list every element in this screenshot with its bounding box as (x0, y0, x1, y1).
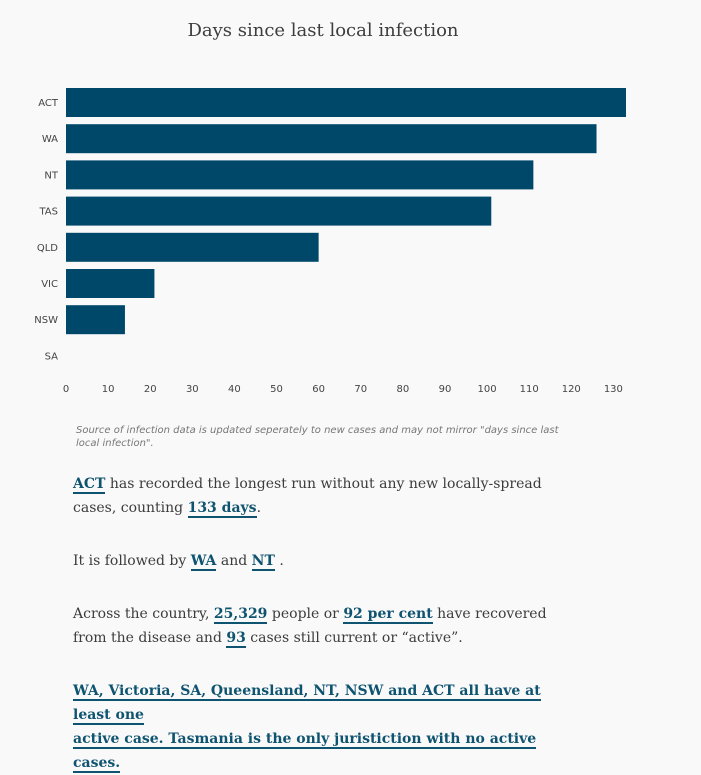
x-tick-label-70: 70 (354, 384, 367, 395)
bar-act[interactable] (66, 88, 626, 117)
paragraph-active-cases[interactable]: WA, Victoria, SA, Queensland, NT, NSW an… (73, 679, 573, 775)
para1-text-a: has recorded the longest run without any… (73, 476, 542, 516)
bar-vic[interactable] (66, 269, 155, 298)
x-tick-label-60: 60 (312, 384, 325, 395)
paragraph-followed-by: It is followed by WA and NT . (73, 549, 573, 573)
active-cases-line-2[interactable]: active case. Tasmania is the only jurist… (73, 731, 537, 773)
link-days-count[interactable]: 133 days (187, 500, 257, 518)
link-recovered-percent[interactable]: 92 per cent (343, 606, 433, 624)
x-tick-label-40: 40 (228, 384, 241, 395)
paragraph-recovered: Across the country, 25,329 people or 92 … (73, 602, 573, 650)
para2-text-a: It is followed by (73, 553, 191, 569)
category-label-qld: QLD (37, 243, 58, 254)
x-tick-label-30: 30 (186, 384, 199, 395)
active-cases-line-1[interactable]: WA, Victoria, SA, Queensland, NT, NSW an… (73, 683, 541, 725)
x-tick-label-100: 100 (478, 384, 497, 395)
link-state-nt[interactable]: NT (251, 553, 275, 571)
bar-chart: ACT WA NT TAS QLD VIC NSW SA 0 10 20 30 40 50 60 70 80 90… (34, 88, 626, 395)
bar-nsw[interactable] (66, 305, 125, 335)
category-label-act: ACT (38, 98, 59, 109)
para3-text-b: people or (267, 606, 344, 622)
x-tick-label-50: 50 (270, 384, 283, 395)
paragraph-longest-run: ACT has recorded the longest run without… (73, 472, 573, 520)
link-state-act[interactable]: ACT (73, 476, 106, 494)
x-tick-label-10: 10 (102, 384, 115, 395)
x-tick-label-120: 120 (562, 384, 581, 395)
para3-text-d: cases still current or “active”. (245, 630, 463, 646)
bar-qld[interactable] (66, 232, 319, 262)
x-tick-label-80: 80 (396, 384, 409, 395)
bar-wa[interactable] (66, 124, 597, 154)
x-tick-label-110: 110 (520, 384, 539, 395)
category-label-sa: SA (45, 351, 59, 362)
x-tick-label-130: 130 (604, 384, 623, 395)
para1-text-b: . (256, 500, 262, 516)
source-note: Source of infection data is updated sepe… (76, 425, 559, 449)
para2-text-b: and (216, 553, 252, 569)
bar-tas[interactable] (66, 196, 492, 226)
x-tick-label-20: 20 (144, 384, 157, 395)
chart-container: Days since last local infection ACT WA NT T… (34, 20, 626, 449)
link-recovered-count[interactable]: 25,329 (213, 606, 268, 624)
x-tick-label-0: 0 (63, 384, 69, 395)
category-label-vic: VIC (41, 279, 58, 290)
x-tick-label-90: 90 (439, 384, 452, 395)
bar-nt[interactable] (66, 160, 534, 190)
category-label-nt: NT (44, 170, 58, 181)
category-label-wa: WA (42, 134, 58, 145)
para2-text-c: . (274, 553, 284, 569)
chart-title: Days since last local infection (187, 20, 459, 41)
para3-text-a: Across the country, (73, 606, 214, 622)
para3-text-c: have recovered from the disease and (73, 606, 547, 646)
link-active-count[interactable]: 93 (226, 630, 246, 648)
category-label-nsw: NSW (34, 315, 58, 326)
link-state-wa[interactable]: WA (190, 553, 217, 571)
category-label-tas: TAS (38, 207, 58, 218)
